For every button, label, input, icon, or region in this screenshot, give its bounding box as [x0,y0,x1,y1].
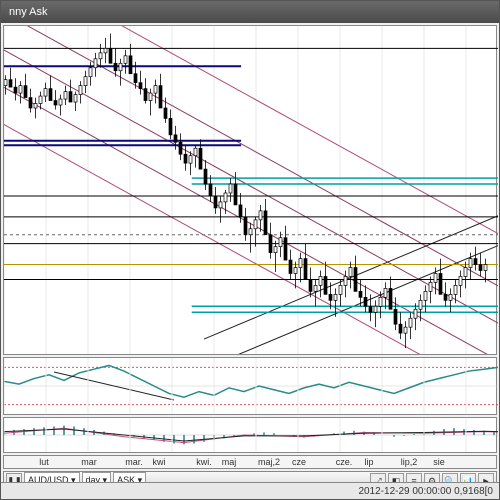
time-axis-label: kwi [153,457,166,467]
time-axis: lut mar mar. kwi kwi. maj maj,2 cze cze. lip lip,2… [3,455,497,469]
status-text: 2012-12-29 00:00:00 0,9168[0 [358,486,493,497]
indicator-1-panel[interactable] [3,357,497,415]
window-title: nny Ask [9,6,48,18]
time-axis-label: maj [222,457,237,467]
time-axis-label: mar [81,457,97,467]
time-axis-label: mar. [125,457,143,467]
time-axis-label: sie [433,457,445,467]
indicator-2-canvas [4,418,498,452]
price-chart[interactable] [3,25,497,355]
price-chart-canvas [4,26,498,354]
titlebar[interactable]: nny Ask [1,1,499,23]
time-axis-label: kwi. [196,457,212,467]
time-axis-label: maj,2 [258,457,280,467]
time-axis-label: lip,2 [401,457,418,467]
time-axis-label: cze. [336,457,353,467]
app-window: nny Ask lut mar mar. kwi kwi. maj maj,2 cze cze.… [0,0,500,500]
time-axis-label: lut [39,457,49,467]
time-axis-label: cze [292,457,306,467]
indicator-1-canvas [4,358,498,414]
client-area: lut mar mar. kwi kwi. maj maj,2 cze cze. lip lip,2… [3,25,497,481]
status-bar: 2012-12-29 00:00:00 0,9168[0 [1,482,499,499]
indicator-2-panel[interactable] [3,417,497,453]
time-axis-label: lip [364,457,373,467]
